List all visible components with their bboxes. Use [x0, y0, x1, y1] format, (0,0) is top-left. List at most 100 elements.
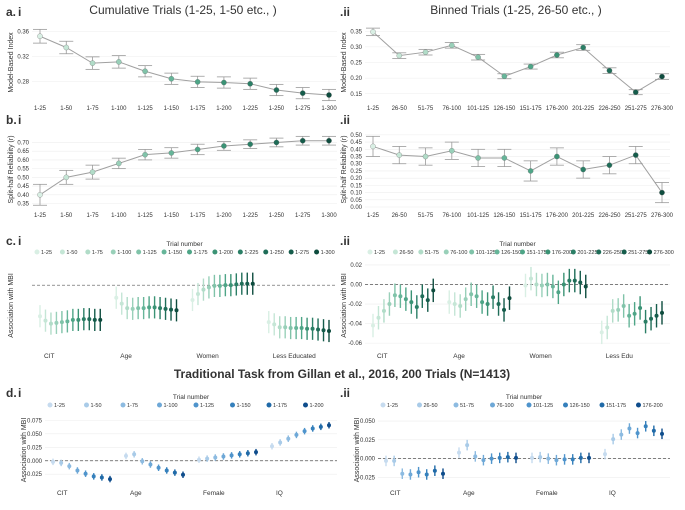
estimate-point: [228, 283, 233, 288]
estimate-point: [403, 297, 408, 302]
data-point: [89, 60, 96, 66]
estimate-point: [599, 330, 604, 335]
x-tick-label: 1-25: [34, 106, 47, 112]
legend-swatch: [494, 249, 500, 255]
legend-label: 1-25: [387, 403, 398, 409]
estimate-point: [497, 455, 502, 460]
legend-swatch: [212, 249, 218, 255]
x-tick-label: 51-75: [418, 106, 434, 112]
data-point: [142, 68, 148, 75]
estimate-point: [570, 457, 575, 462]
estimate-point: [70, 317, 75, 322]
legend-swatch: [187, 249, 192, 255]
y-tick-label: 0.20: [350, 176, 362, 182]
estimate-point: [212, 283, 217, 288]
estimate-point: [130, 306, 135, 311]
x-tick-label: 1-250: [269, 213, 285, 219]
estimate-point: [457, 450, 461, 455]
estimate-point: [190, 297, 195, 302]
estimate-point: [502, 307, 507, 312]
data-point: [370, 29, 376, 35]
legend-swatch: [647, 249, 653, 255]
legend-swatch: [266, 402, 272, 408]
data-point: [422, 153, 429, 160]
y-axis-label: Split-half Reliability (r): [341, 135, 348, 203]
x-tick-label: 1-150: [164, 213, 180, 219]
estimate-point: [141, 306, 146, 311]
y-tick-label: 0.50: [17, 175, 29, 181]
legend-swatch: [526, 402, 532, 408]
group-label: CIT: [390, 490, 401, 497]
x-tick-label: 1-275: [295, 213, 311, 219]
x-tick-label: 201-225: [572, 106, 595, 112]
legend-label: 176-200: [552, 250, 572, 256]
legend-title: Trial number: [506, 394, 543, 401]
x-tick-label: 126-150: [493, 106, 516, 112]
x-tick-label: 1-225: [243, 213, 259, 219]
legend-label: 151-175: [527, 250, 547, 256]
estimate-point: [491, 295, 496, 300]
data-point: [89, 169, 96, 175]
estimate-point: [611, 437, 616, 442]
legend-label: 1-25: [54, 403, 65, 409]
estimate-point: [381, 308, 386, 313]
estimate-point: [638, 305, 643, 310]
column-title-right: Binned Trials (1-25, 26-50 etc., ): [430, 3, 601, 17]
y-tick-label: 0.050: [360, 419, 376, 425]
x-tick-label: 1-100: [111, 213, 127, 219]
legend-title: Trial number: [499, 241, 536, 248]
y-tick-label: 0.02: [350, 263, 362, 269]
estimate-point: [425, 298, 430, 303]
legend-label: 1-275: [295, 250, 309, 256]
y-tick-label: 0.00: [350, 205, 362, 211]
x-tick-label: 76-100: [442, 106, 461, 112]
x-tick-label: 226-250: [598, 106, 621, 112]
data-point: [37, 33, 43, 40]
legend-swatch: [110, 249, 116, 255]
panel-letter: b.: [6, 113, 17, 127]
x-tick-label: 101-125: [467, 213, 490, 219]
legend-label: 251-275: [628, 250, 648, 256]
panel-number: .ii: [340, 386, 350, 400]
estimate-point: [217, 283, 222, 288]
data-point: [449, 42, 455, 49]
legend-swatch: [84, 402, 89, 408]
estimate-point: [48, 321, 53, 326]
legend-swatch: [47, 402, 53, 408]
legend-label: 1-175: [194, 250, 208, 256]
panel-letter: a.: [6, 5, 16, 19]
estimate-point: [148, 462, 153, 467]
estimate-point: [272, 322, 277, 327]
x-tick-label: 1-75: [87, 213, 100, 219]
legend-label: 1-300: [321, 250, 335, 256]
y-tick-label: -0.04: [348, 322, 362, 328]
data-point: [659, 189, 665, 196]
panel-b-i: b. i Split-half Reliability (r) 0.70 0.65 0.6…: [6, 113, 337, 219]
estimate-point: [409, 300, 414, 305]
estimate-point: [474, 294, 479, 299]
y-tick-label: 0.35: [350, 29, 362, 35]
data-point: [194, 146, 201, 153]
legend-swatch: [469, 249, 475, 255]
data-point: [37, 192, 43, 198]
group-label: CIT: [57, 490, 68, 497]
estimate-point: [250, 281, 255, 286]
group-label: Age: [463, 490, 475, 497]
estimate-point: [327, 423, 331, 428]
estimate-point: [98, 317, 103, 322]
estimate-point: [485, 302, 490, 307]
x-tick-label: 176-200: [546, 213, 569, 219]
estimate-point: [514, 455, 518, 460]
x-tick-label: 226-250: [598, 213, 621, 219]
estimate-point: [59, 460, 64, 465]
estimate-point: [481, 458, 486, 463]
data-point: [168, 76, 175, 82]
legend-label: 1-50: [66, 250, 77, 256]
data-point: [554, 153, 560, 160]
estimate-point: [321, 328, 326, 333]
x-tick-label: 276-300: [651, 213, 674, 219]
estimate-point: [496, 302, 501, 307]
group-label: Less Edu: [606, 353, 633, 360]
group-label: Female: [536, 490, 558, 497]
